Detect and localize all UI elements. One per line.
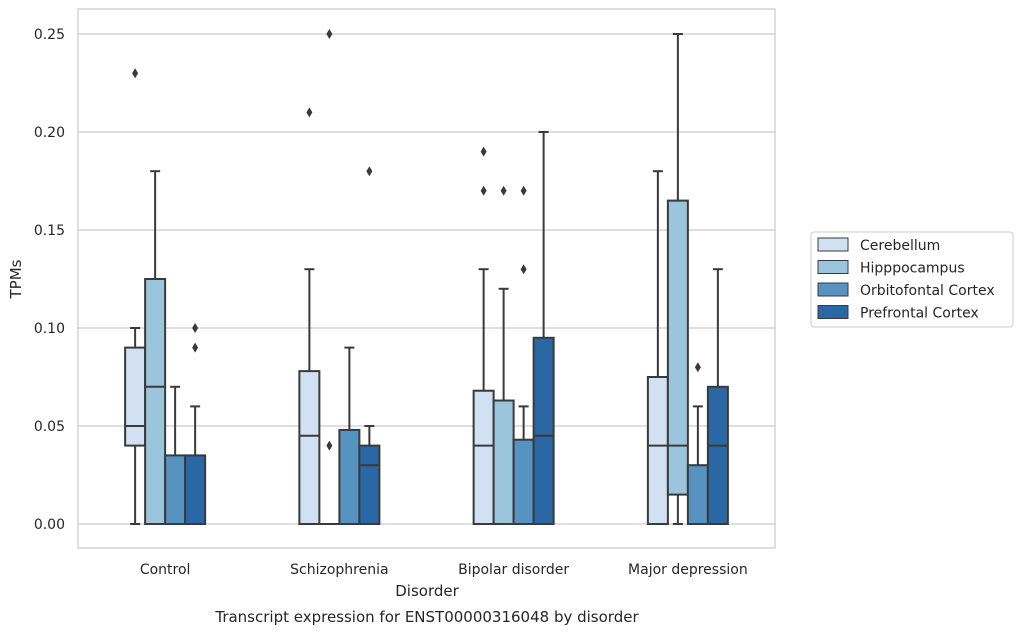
box-body	[164, 454, 187, 525]
legend-label: Hipppocampus	[860, 261, 965, 277]
plot-frame	[77, 8, 776, 549]
outlier-point	[480, 146, 487, 157]
legend-label: Prefrontal Cortex	[860, 306, 979, 322]
box-prefrontal-cortex	[532, 131, 555, 525]
outlier-point	[192, 342, 199, 353]
chart-caption: Transcript expression for ENST0000031604…	[214, 608, 639, 626]
box-body	[184, 454, 207, 525]
box-body	[358, 444, 381, 526]
box-body	[492, 399, 515, 525]
outlier-point	[694, 362, 701, 373]
box-orbitofontal-cortex	[164, 385, 187, 525]
legend-swatch	[817, 237, 849, 252]
y-tick-label: 0.25	[34, 27, 65, 43]
legend-swatch	[817, 260, 849, 274]
box-body	[298, 370, 321, 525]
box-hipppocampus	[666, 33, 689, 525]
box-cerebellum	[646, 170, 669, 525]
y-tick-label: 0.15	[34, 223, 65, 239]
outlier-point	[366, 166, 373, 177]
outlier-point	[326, 29, 333, 39]
y-tick-labels: 0.00 0.05 0.10 0.15 0.20 0.25	[34, 27, 65, 533]
legend-swatch	[817, 282, 849, 297]
box-body	[472, 389, 495, 525]
outlier-point	[500, 185, 507, 196]
x-axis-title: Disorder	[395, 582, 459, 600]
x-tick-labels: Control Schizophrenia Bipolar disorder Majo…	[140, 562, 748, 578]
outlier-point	[306, 107, 313, 118]
outlier-point	[520, 185, 527, 196]
box-hipppocampus	[319, 29, 340, 525]
box-orbitofontal-cortex	[512, 185, 535, 525]
x-tick-label: Control	[140, 562, 191, 578]
outlier-point	[520, 264, 527, 275]
outlier-point	[192, 323, 199, 333]
box-body	[666, 199, 689, 496]
box-cerebellum	[298, 107, 321, 525]
box-body	[512, 438, 535, 525]
y-tick-label: 0.10	[34, 321, 65, 337]
box-body	[686, 464, 709, 526]
box-prefrontal-cortex	[184, 323, 207, 525]
legend-label: Orbitofontal Cortex	[860, 283, 995, 299]
legend-frame	[810, 231, 1014, 328]
box-body	[124, 346, 147, 447]
legend-label: Cerebellum	[860, 238, 940, 254]
box-orbitofontal-cortex	[338, 346, 361, 526]
outlier-point	[326, 440, 333, 451]
box-cerebellum	[472, 146, 495, 525]
box-body	[338, 428, 361, 526]
box-hipppocampus	[144, 170, 167, 525]
box-body	[706, 385, 729, 525]
box-orbitofontal-cortex	[686, 362, 709, 526]
outlier-point	[132, 68, 139, 79]
x-tick-label: Schizophrenia	[290, 562, 388, 578]
box-prefrontal-cortex	[706, 268, 729, 525]
box-body	[646, 376, 669, 525]
box-prefrontal-cortex	[358, 166, 381, 526]
legend: Cerebellum Hipppocampus Orbitofontal Corte…	[810, 231, 1014, 328]
box-hipppocampus	[492, 185, 515, 525]
y-tick-label: 0.05	[34, 419, 65, 435]
y-axis-title: TPMs	[7, 259, 25, 299]
box-cerebellum	[124, 68, 147, 525]
x-tick-label: Major depression	[628, 562, 748, 578]
box-body	[532, 336, 555, 525]
y-tick-label: 0.00	[34, 517, 65, 533]
x-tick-label: Bipolar disorder	[458, 562, 569, 578]
box-body	[144, 278, 167, 525]
y-tick-label: 0.20	[34, 125, 65, 141]
legend-swatch	[817, 305, 849, 319]
box-layer	[124, 29, 729, 526]
outlier-point	[480, 185, 487, 196]
